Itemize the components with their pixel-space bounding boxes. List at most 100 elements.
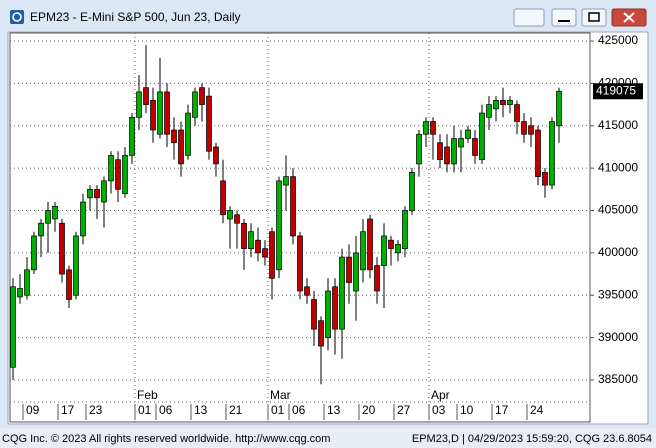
candle-body bbox=[143, 87, 149, 105]
candle-body bbox=[346, 256, 352, 283]
candle-body bbox=[325, 290, 331, 338]
candle-body bbox=[45, 210, 51, 224]
candle-body bbox=[528, 125, 534, 135]
candle-body bbox=[500, 100, 506, 105]
x-tick-label: 06 bbox=[159, 403, 173, 417]
candle-body bbox=[73, 235, 79, 296]
candle-body bbox=[318, 320, 324, 347]
candle-body bbox=[458, 138, 464, 148]
candle-body bbox=[192, 91, 198, 118]
candle-body bbox=[255, 239, 261, 254]
month-label: Feb bbox=[137, 388, 158, 402]
app-icon bbox=[10, 10, 24, 24]
candle-body bbox=[465, 129, 471, 139]
candle-body bbox=[87, 188, 93, 199]
candle-body bbox=[423, 121, 429, 135]
candle-body bbox=[507, 100, 513, 105]
candle-body bbox=[381, 235, 387, 266]
x-tick-label: 27 bbox=[397, 403, 411, 417]
candle-body bbox=[437, 142, 443, 161]
candle-body bbox=[227, 210, 233, 220]
x-tick-label: 01 bbox=[138, 403, 152, 417]
candle-body bbox=[31, 235, 37, 271]
candle-body bbox=[66, 269, 72, 300]
candle-body bbox=[297, 235, 303, 292]
candle-body bbox=[171, 129, 177, 144]
candle-body bbox=[199, 87, 205, 105]
candle-body bbox=[339, 256, 345, 330]
candle-body bbox=[472, 138, 478, 156]
candle-body bbox=[150, 100, 156, 131]
last-price-box bbox=[593, 83, 643, 100]
app-icon-glyph bbox=[12, 12, 22, 22]
candle-body bbox=[24, 269, 30, 296]
candle-body bbox=[10, 286, 16, 368]
candle-body bbox=[157, 91, 163, 135]
candle-body bbox=[213, 146, 219, 165]
x-tick-label: 24 bbox=[530, 403, 544, 417]
candle-body bbox=[304, 286, 310, 296]
x-tick-label: 06 bbox=[292, 403, 306, 417]
window-title: EPM23 - E-Mini S&P 500, Jun 23, Daily bbox=[30, 10, 241, 24]
candle-body bbox=[248, 231, 254, 249]
candle-body bbox=[59, 222, 65, 275]
candle-body bbox=[178, 129, 184, 165]
link-button[interactable] bbox=[513, 8, 545, 27]
maximize-icon bbox=[588, 12, 600, 22]
y-tick-label: 425000 bbox=[598, 33, 638, 47]
y-tick-label: 410000 bbox=[598, 160, 638, 174]
y-tick-label: 400000 bbox=[598, 245, 638, 259]
x-tick-label: 23 bbox=[89, 403, 103, 417]
candle-body bbox=[367, 218, 373, 271]
candle-body bbox=[115, 159, 121, 190]
candle-body bbox=[241, 222, 247, 249]
candle-body bbox=[101, 180, 107, 203]
candle-body bbox=[430, 121, 436, 135]
footer-right: EPM23,D | 04/29/2023 15:59:20, CQG 23.6.… bbox=[412, 433, 652, 445]
candle-body bbox=[556, 90, 562, 127]
candle-body bbox=[220, 180, 226, 216]
plot-frame bbox=[9, 32, 591, 423]
x-tick-label: 01 bbox=[271, 403, 285, 417]
candle-body bbox=[549, 121, 555, 186]
x-tick-label: 09 bbox=[26, 403, 40, 417]
candle-body bbox=[535, 129, 541, 177]
x-tick-label: 17 bbox=[61, 403, 75, 417]
candle-body bbox=[283, 176, 289, 186]
minimize-button[interactable] bbox=[551, 8, 577, 27]
x-tick-label: 21 bbox=[229, 403, 243, 417]
candle-body bbox=[129, 116, 135, 156]
x-tick-label: 13 bbox=[194, 403, 208, 417]
status-bar bbox=[0, 428, 656, 448]
candle-body bbox=[269, 231, 275, 279]
candle-body bbox=[136, 91, 142, 118]
candle-body bbox=[234, 214, 240, 224]
candle-body bbox=[388, 239, 394, 249]
x-tick-label: 20 bbox=[362, 403, 376, 417]
candle-body bbox=[479, 112, 485, 161]
candle-body bbox=[332, 286, 338, 330]
candle-body bbox=[276, 180, 282, 271]
candle-body bbox=[514, 104, 520, 122]
month-label: Apr bbox=[431, 388, 450, 402]
candle-body bbox=[395, 244, 401, 254]
x-tick-label: 10 bbox=[460, 403, 474, 417]
y-tick-label: 390000 bbox=[598, 330, 638, 344]
last-price-label: 419075 bbox=[596, 83, 636, 97]
candle-body bbox=[17, 288, 23, 298]
candle-body bbox=[290, 176, 296, 237]
candle-body bbox=[262, 248, 268, 258]
candle-body bbox=[311, 299, 317, 330]
candle-body bbox=[360, 231, 366, 271]
y-tick-label: 415000 bbox=[598, 118, 638, 132]
candle-body bbox=[402, 210, 408, 249]
candle-body bbox=[486, 104, 492, 118]
candle-body bbox=[94, 188, 100, 199]
footer-left: CQG Inc. © 2023 All rights reserved worl… bbox=[2, 433, 330, 445]
candle-body bbox=[409, 172, 415, 211]
candle-body bbox=[52, 205, 58, 220]
candle-body bbox=[493, 100, 499, 110]
candle-body bbox=[353, 252, 359, 292]
x-tick-label: 03 bbox=[432, 403, 446, 417]
maximize-button[interactable] bbox=[581, 8, 607, 27]
